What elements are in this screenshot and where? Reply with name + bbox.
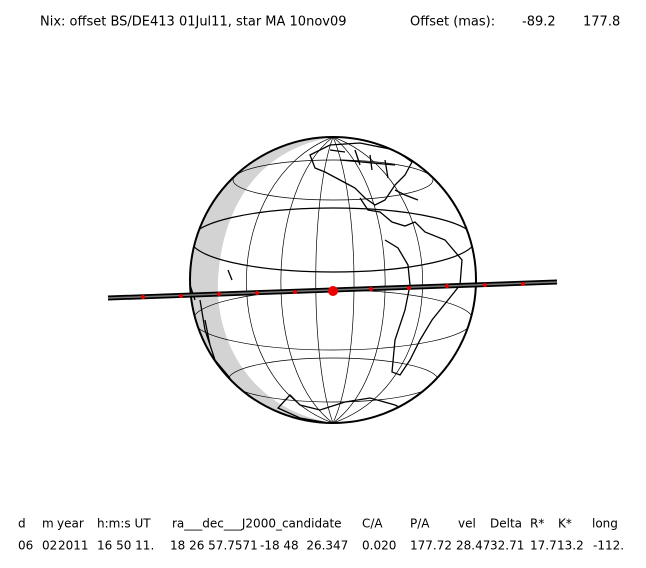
offset-ra: -89.2 [522, 15, 556, 30]
column-header: h:m:s UT [97, 517, 151, 531]
table-cell: 28.47 [456, 539, 490, 553]
table-cell: 32.71 [490, 539, 524, 553]
title: Nix: offset BS/DE413 01Jul11, star MA 10… [40, 15, 347, 30]
column-header: C/A [362, 517, 383, 531]
table-cell: 17.7 [530, 539, 557, 553]
table-cell: 02 [42, 539, 57, 553]
table-cell: 13.2 [557, 539, 584, 553]
table-cell: -18 48 26.347 [260, 539, 348, 553]
column-header: m [42, 517, 54, 531]
column-header: vel [458, 517, 476, 531]
column-header: R* [530, 517, 544, 531]
data-table: d m year h:m:s UT ra___dec___J2000_candidate… [18, 517, 624, 553]
column-header: K* [558, 517, 572, 531]
column-header: d [18, 517, 26, 531]
offset-dec: 177.8 [583, 15, 620, 30]
column-header: long [592, 517, 618, 531]
column-header: ra___dec___J2000_candidate [172, 517, 342, 531]
table-cell: 177.72 [410, 539, 452, 553]
time-ticks [141, 282, 525, 299]
table-cell: 18 26 57.7571 [170, 539, 258, 553]
offset-label: Offset (mas): [410, 15, 495, 30]
table-cell: 16 50 11. [97, 539, 154, 553]
table-cell: 2011 [58, 539, 89, 553]
table-cell: 0.020 [362, 539, 396, 553]
table-cell: 06 [18, 539, 33, 553]
column-header: Delta [490, 517, 522, 531]
shadow-path [107, 279, 558, 301]
closest-approach [328, 286, 338, 296]
table-cell: -112. [593, 539, 624, 553]
column-header: P/A [410, 517, 430, 531]
continents [190, 142, 463, 423]
globe [189, 136, 477, 424]
column-header: year [57, 517, 84, 531]
